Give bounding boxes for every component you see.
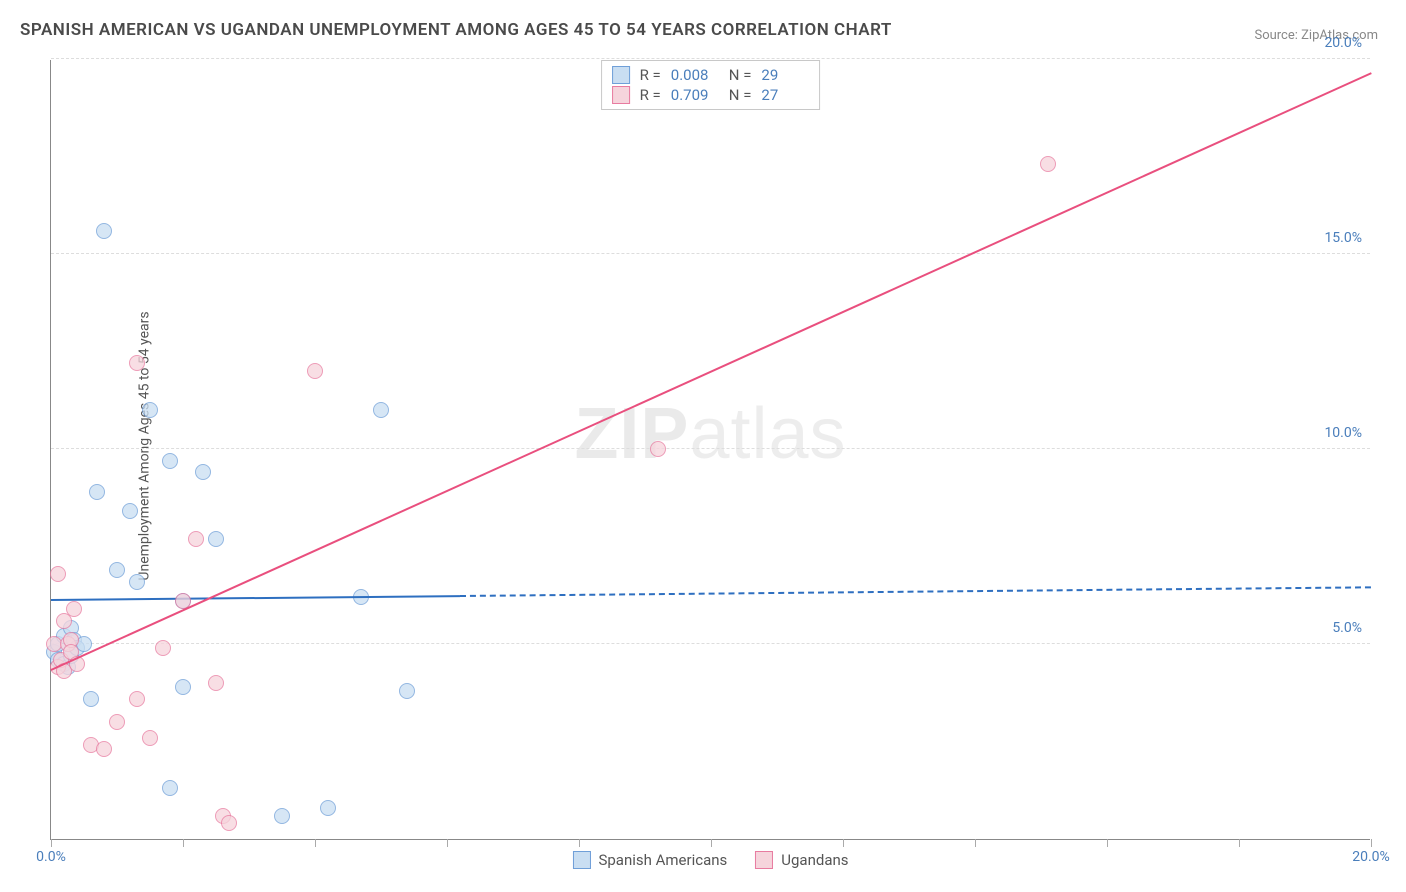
data-point [162, 453, 178, 469]
stat-r-value: 0.709 [671, 86, 719, 104]
data-point [50, 566, 66, 582]
stat-n-label: N = [729, 86, 752, 104]
data-point [96, 223, 112, 239]
data-point [373, 402, 389, 418]
legend-swatch [755, 851, 773, 869]
data-point [208, 531, 224, 547]
data-point [122, 503, 138, 519]
scatter-plot-area: ZIPatlas R =0.008N =29R =0.709N =27 Span… [50, 60, 1370, 840]
data-point [155, 640, 171, 656]
data-point [188, 531, 204, 547]
data-point [274, 808, 290, 824]
data-point [142, 730, 158, 746]
x-tick [579, 839, 580, 847]
data-point [1040, 156, 1056, 172]
stat-r-value: 0.008 [671, 66, 719, 84]
x-tick-label: 0.0% [36, 849, 66, 865]
data-point [650, 441, 666, 457]
y-tick-label: 15.0% [1324, 230, 1362, 246]
series-swatch [612, 66, 630, 84]
legend-item: Spanish Americans [572, 851, 727, 869]
data-point [307, 363, 323, 379]
stat-n-value: 27 [761, 86, 809, 104]
stat-r-label: R = [640, 86, 661, 104]
data-point [142, 402, 158, 418]
x-tick [1239, 839, 1240, 847]
x-tick [447, 839, 448, 847]
data-point [83, 691, 99, 707]
data-point [221, 815, 237, 831]
data-point [109, 562, 125, 578]
legend-bottom: Spanish Americans Ugandans [572, 851, 848, 869]
chart-title: SPANISH AMERICAN VS UGANDAN UNEMPLOYMENT… [20, 20, 892, 40]
trend-line [51, 73, 1372, 672]
data-point [399, 683, 415, 699]
data-point [96, 741, 112, 757]
legend-label: Spanish Americans [598, 851, 727, 869]
gridline-h [51, 643, 1370, 644]
legend-item: Ugandans [755, 851, 848, 869]
stats-row: R = 0.008 N = 29 [612, 65, 810, 85]
gridline-h [51, 58, 1370, 59]
x-tick [51, 839, 52, 847]
stat-n-value: 29 [761, 66, 809, 84]
data-point [66, 601, 82, 617]
y-tick-label: 20.0% [1324, 35, 1362, 51]
x-tick [843, 839, 844, 847]
stat-n-label: N = [729, 66, 752, 84]
data-point [129, 355, 145, 371]
data-point [195, 464, 211, 480]
stats-row: R = 0.709 N = 27 [612, 85, 810, 105]
x-tick-label: 20.0% [1352, 849, 1390, 865]
x-tick [711, 839, 712, 847]
x-tick [1107, 839, 1108, 847]
data-point [129, 574, 145, 590]
data-point [129, 691, 145, 707]
x-tick [315, 839, 316, 847]
x-tick [975, 839, 976, 847]
data-point [109, 714, 125, 730]
gridline-h [51, 253, 1370, 254]
legend-label: Ugandans [781, 851, 848, 869]
data-point [320, 800, 336, 816]
gridline-h [51, 448, 1370, 449]
watermark: ZIPatlas [574, 393, 846, 475]
data-point [175, 679, 191, 695]
trend-line [51, 595, 460, 601]
stat-r-label: R = [640, 66, 661, 84]
trend-line-dashed [460, 587, 1371, 598]
data-point [89, 484, 105, 500]
y-tick-label: 10.0% [1324, 425, 1362, 441]
data-point [208, 675, 224, 691]
legend-swatch [572, 851, 590, 869]
correlation-stats-box: R = 0.008 N = 29 R = 0.709 N = 27 [601, 60, 821, 110]
x-tick [183, 839, 184, 847]
y-tick-label: 5.0% [1332, 620, 1362, 636]
series-swatch [612, 86, 630, 104]
data-point [162, 780, 178, 796]
x-tick [1371, 839, 1372, 847]
